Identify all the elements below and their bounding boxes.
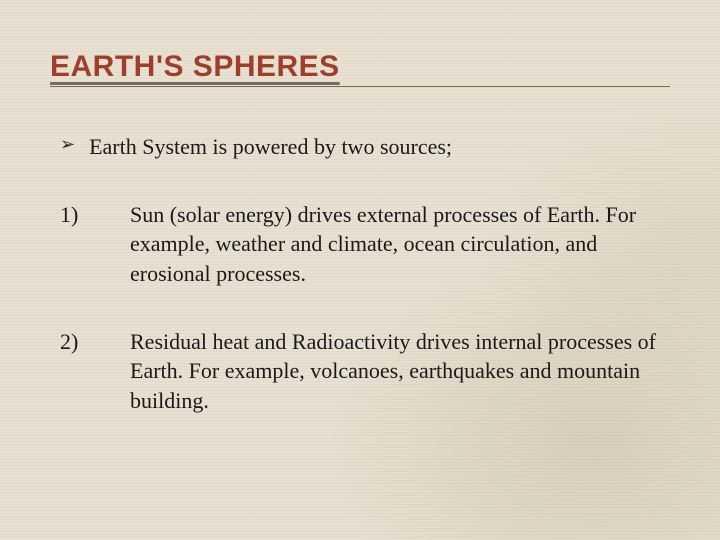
- numbered-text: Residual heat and Radioactivity drives i…: [130, 327, 660, 416]
- bullet-text: Earth System is powered by two sources;: [89, 132, 452, 162]
- numbered-item-1: 1) Sun (solar energy) drives external pr…: [50, 200, 670, 289]
- numbered-label: 1): [60, 200, 130, 230]
- bullet-item: ➢ Earth System is powered by two sources…: [50, 132, 670, 162]
- slide-title: EARTH'S SPHERES: [50, 50, 670, 84]
- slide-container: EARTH'S SPHERES ➢ Earth System is powere…: [0, 0, 720, 540]
- numbered-item-2: 2) Residual heat and Radioactivity drive…: [50, 327, 670, 416]
- numbered-text: Sun (solar energy) drives external proce…: [130, 200, 660, 289]
- bullet-marker: ➢: [60, 132, 75, 157]
- title-wrap: EARTH'S SPHERES: [50, 50, 670, 87]
- numbered-label: 2): [60, 327, 130, 357]
